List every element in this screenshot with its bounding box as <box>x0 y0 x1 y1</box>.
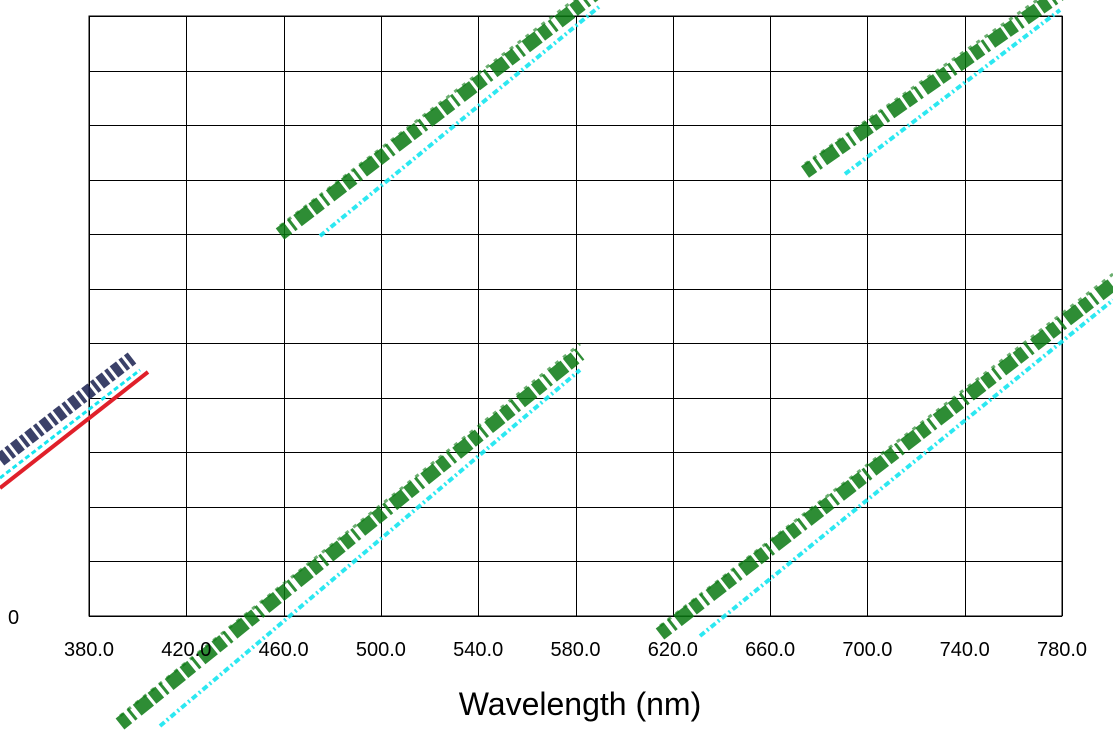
watermark-stamp <box>275 0 602 240</box>
x-tick-label: 540.0 <box>453 639 503 661</box>
x-tick-label: 420.0 <box>161 639 211 661</box>
x-tick-label: 660.0 <box>745 639 795 661</box>
watermark-stamp-left <box>0 352 150 490</box>
x-tick-labels: 380.0 420.0 460.0 500.0 540.0 580.0 620.0 660.0… <box>64 639 1087 661</box>
grid-lines <box>89 16 1063 617</box>
x-tick-label: 460.0 <box>259 639 309 661</box>
x-tick-label: 700.0 <box>842 639 892 661</box>
x-axis-title: Wavelength (nm) <box>459 686 701 722</box>
watermark-stamp <box>800 0 1064 178</box>
x-tick-label: 380.0 <box>64 639 114 661</box>
x-tick-label: 500.0 <box>356 639 406 661</box>
watermark-stamp <box>655 272 1113 640</box>
x-tick-label: 580.0 <box>550 639 600 661</box>
plot-area <box>88 15 1063 617</box>
watermark-stamp <box>115 342 585 730</box>
x-tick-label: 620.0 <box>648 639 698 661</box>
x-tick-label: 740.0 <box>940 639 990 661</box>
y-tick-label-partial: 0 <box>8 607 19 629</box>
x-tick-label: 780.0 <box>1037 639 1087 661</box>
